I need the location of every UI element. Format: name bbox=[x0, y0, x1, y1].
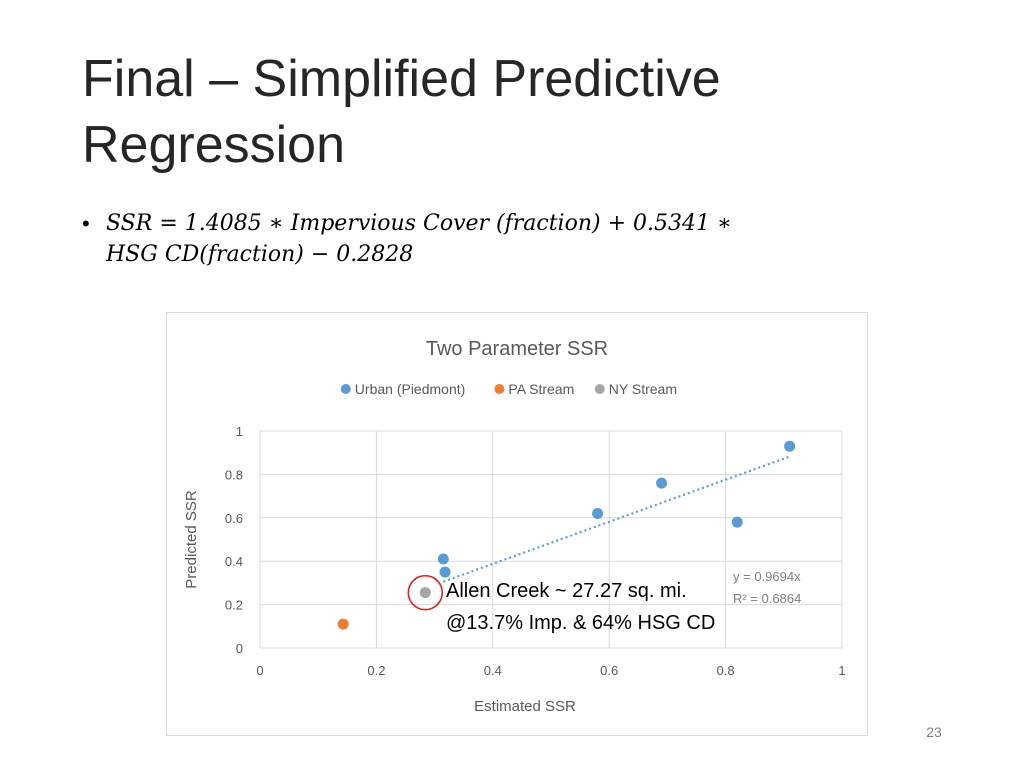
legend-label-1: PA Stream bbox=[508, 381, 574, 397]
trendline bbox=[442, 455, 790, 583]
data-point-0-2 bbox=[592, 507, 604, 519]
y-axis-title: Predicted SSR bbox=[183, 490, 200, 589]
legend-marker-0 bbox=[340, 384, 351, 394]
legend-label-0: Urban (Piedmont) bbox=[355, 381, 466, 397]
x-tick-label-4: 0.8 bbox=[717, 663, 735, 678]
y-tick-label-5: 1 bbox=[236, 424, 243, 439]
legend-marker-2 bbox=[594, 384, 605, 394]
data-point-2-0 bbox=[419, 587, 431, 599]
formula-line-2: HSG CD(fraction) − 0.2828 bbox=[106, 242, 414, 267]
bullet: • bbox=[82, 211, 90, 236]
scatter-chart: Two Parameter SSR Urban (Piedmont) PA Stre… bbox=[183, 338, 846, 715]
trendline-r2: R² = 0.6864 bbox=[733, 591, 801, 606]
y-tick-label-0: 0 bbox=[236, 641, 243, 656]
x-tick-label-5: 1 bbox=[838, 663, 845, 678]
formula-line-1: SSR = 1.4085 ∗ Impervious Cover (fractio… bbox=[106, 211, 732, 236]
allen-creek-annotation-line-1: Allen Creek ~ 27.27 sq. mi. bbox=[446, 580, 687, 602]
chart-container: Two Parameter SSR Urban (Piedmont) PA Stre… bbox=[166, 312, 868, 736]
allen-creek-highlight-circle bbox=[407, 574, 444, 611]
data-point-0-1 bbox=[439, 566, 451, 578]
page-number: 23 bbox=[926, 724, 942, 740]
chart-title: Two Parameter SSR bbox=[426, 338, 608, 360]
y-tick-label-2: 0.4 bbox=[225, 554, 243, 569]
x-axis-title: Estimated SSR bbox=[474, 698, 576, 715]
data-point-1-0 bbox=[337, 618, 349, 630]
trendline-equation: y = 0.9694x bbox=[733, 569, 801, 584]
regression-formula: • SSR = 1.4085 ∗ Impervious Cover (fract… bbox=[82, 208, 862, 270]
legend-label-2: NY Stream bbox=[609, 381, 677, 397]
x-tick-label-3: 0.6 bbox=[600, 663, 618, 678]
x-tick-label-1: 0.2 bbox=[367, 663, 385, 678]
y-tick-label-4: 0.8 bbox=[225, 467, 243, 482]
data-point-0-4 bbox=[731, 516, 743, 528]
y-tick-label-3: 0.6 bbox=[225, 511, 243, 526]
data-point-0-3 bbox=[656, 477, 668, 489]
legend-marker-1 bbox=[494, 384, 505, 394]
data-point-0-0 bbox=[437, 553, 449, 565]
allen-creek-annotation-line-2: @13.7% Imp. & 64% HSG CD bbox=[446, 612, 716, 634]
data-point-0-5 bbox=[784, 440, 796, 452]
x-tick-label-0: 0 bbox=[256, 663, 263, 678]
slide-title: Final – Simplified Predictive Regression bbox=[82, 50, 721, 174]
x-tick-label-2: 0.4 bbox=[484, 663, 502, 678]
y-tick-label-1: 0.2 bbox=[225, 598, 243, 613]
